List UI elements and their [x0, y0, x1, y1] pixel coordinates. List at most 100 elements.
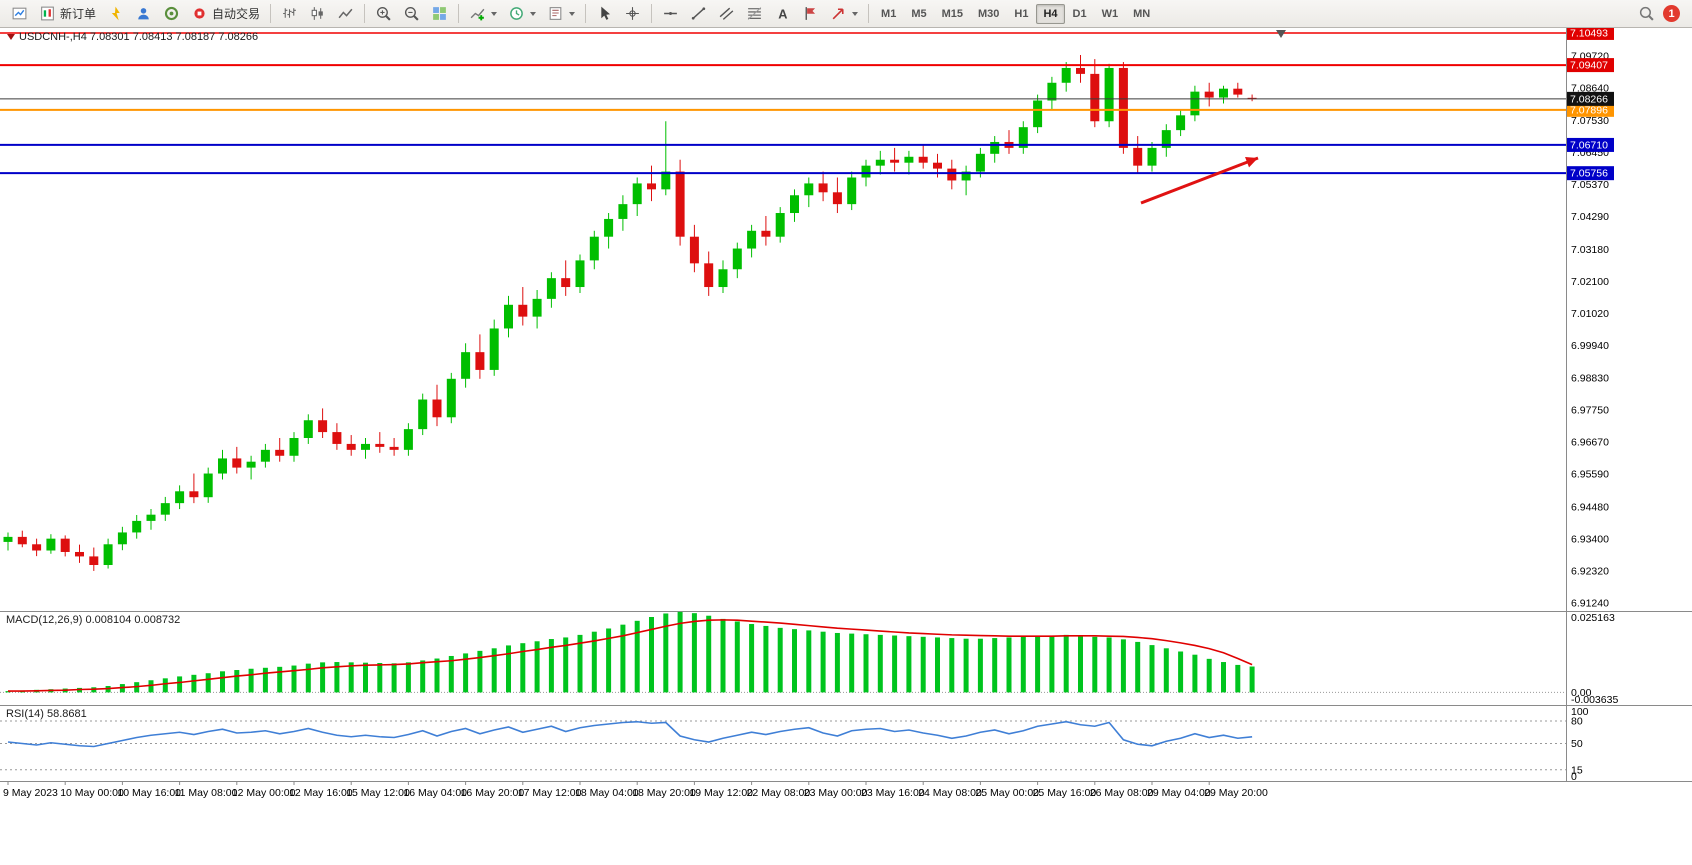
price-chart[interactable]: 7.097207.086407.075307.064507.053707.042…	[0, 28, 1692, 865]
bar-chart-icon	[283, 8, 296, 18]
svg-text:7.10493: 7.10493	[1570, 28, 1608, 39]
text-icon: A	[778, 6, 787, 21]
new-order-label: 新订单	[60, 7, 97, 21]
svg-text:7.07530: 7.07530	[1571, 115, 1609, 127]
toolbar-separator	[458, 4, 460, 23]
horizontal-line-icon	[664, 12, 677, 15]
templates-button[interactable]	[542, 3, 580, 25]
svg-text:23 May 00:00: 23 May 00:00	[804, 787, 868, 799]
svg-text:6.99940: 6.99940	[1571, 340, 1609, 352]
timeframe-w1-button[interactable]: W1	[1095, 4, 1126, 24]
svg-text:7.01020: 7.01020	[1571, 308, 1609, 320]
macd-indicator-header: MACD(12,26,9) 0.008104 0.008732	[6, 614, 180, 626]
crosshair-button[interactable]	[619, 3, 646, 25]
timeframe-m15-button[interactable]: M15	[935, 4, 970, 24]
timeframe-m5-button[interactable]: M5	[904, 4, 933, 24]
timeframe-d1-button[interactable]: D1	[1066, 4, 1094, 24]
arrow-shape-icon	[832, 8, 844, 20]
svg-text:25 May 16:00: 25 May 16:00	[1033, 787, 1097, 799]
svg-text:7.03180: 7.03180	[1571, 244, 1609, 256]
notification-badge[interactable]: 1	[1663, 5, 1680, 22]
timeframe-group: M1 M5 M15 M30 H1 H4 D1 W1 MN	[874, 3, 1157, 24]
label-tool-button[interactable]	[797, 3, 824, 25]
auto-trading-icon	[194, 8, 205, 19]
cursor-button[interactable]	[591, 3, 618, 25]
zoom-in-button[interactable]	[370, 3, 397, 25]
svg-text:12 May 16:00: 12 May 16:00	[289, 787, 353, 799]
svg-text:50: 50	[1571, 738, 1583, 750]
cursor-icon	[601, 6, 611, 20]
timeframe-mn-button[interactable]: MN	[1126, 4, 1157, 24]
svg-text:6.92320: 6.92320	[1571, 565, 1609, 577]
svg-text:9 May 2023: 9 May 2023	[3, 787, 58, 799]
zoom-in-icon	[376, 6, 391, 21]
tile-windows-icon	[433, 7, 446, 20]
indicators-button[interactable]	[464, 3, 502, 25]
svg-text:18 May 04:00: 18 May 04:00	[575, 787, 639, 799]
svg-text:22 May 08:00: 22 May 08:00	[747, 787, 811, 799]
svg-text:23 May 16:00: 23 May 16:00	[861, 787, 925, 799]
svg-text:7.07896: 7.07896	[1570, 104, 1608, 116]
trendline-tool-button[interactable]	[685, 3, 712, 25]
chevron-down-icon	[530, 11, 537, 16]
candlestick-icon	[311, 7, 323, 20]
toolbar-separator	[364, 4, 366, 23]
person-icon	[138, 8, 149, 20]
periods-button[interactable]	[503, 3, 541, 25]
text-tool-button[interactable]: A	[769, 3, 796, 25]
auto-trading-button[interactable]: 自动交易	[186, 3, 265, 25]
svg-text:100: 100	[1571, 706, 1589, 718]
svg-text:7.05756: 7.05756	[1570, 168, 1608, 180]
line-chart-mode-button[interactable]	[332, 3, 359, 25]
new-order-button[interactable]: 新订单	[34, 3, 101, 25]
svg-text:15: 15	[1571, 764, 1583, 776]
community-button[interactable]	[130, 3, 157, 25]
new-chart-button[interactable]	[6, 3, 33, 25]
mql-editor-icon	[111, 6, 120, 21]
svg-text:6.96670: 6.96670	[1571, 437, 1609, 449]
bar-chart-mode-button[interactable]	[276, 3, 303, 25]
search-icon	[1639, 6, 1654, 21]
svg-text:6.95590: 6.95590	[1571, 469, 1609, 481]
shapes-dropdown-button[interactable]	[825, 3, 863, 25]
toolbar-separator	[270, 4, 272, 23]
svg-text:10 May 00:00: 10 May 00:00	[60, 787, 124, 799]
svg-text:7.08266: 7.08266	[1570, 93, 1608, 105]
svg-text:6.97750: 6.97750	[1571, 405, 1609, 417]
zoom-out-button[interactable]	[398, 3, 425, 25]
timeframe-h4-button[interactable]: H4	[1036, 3, 1065, 24]
chevron-down-icon	[852, 11, 859, 16]
svg-text:0.025163: 0.025163	[1571, 612, 1615, 624]
ohlc-readout: USDCNH-,H4 7.08301 7.08413 7.08187 7.082…	[19, 31, 259, 43]
indicators-icon	[470, 8, 485, 21]
svg-text:15 May 12:00: 15 May 12:00	[346, 787, 410, 799]
svg-text:16 May 04:00: 16 May 04:00	[403, 787, 467, 799]
candlestick-mode-button[interactable]	[304, 3, 331, 25]
mql-editor-button[interactable]	[102, 3, 129, 25]
rsi-indicator-header: RSI(14) 58.8681	[6, 708, 87, 720]
svg-text:7.06710: 7.06710	[1570, 139, 1608, 151]
new-chart-icon	[12, 7, 27, 20]
svg-text:7.05370: 7.05370	[1571, 179, 1609, 191]
trendline-icon	[691, 7, 706, 20]
clock-icon	[510, 7, 523, 20]
toolbar-separator	[651, 4, 653, 23]
svg-text:80: 80	[1571, 716, 1583, 728]
auto-trading-label: 自动交易	[212, 7, 261, 21]
timeframe-m1-button[interactable]: M1	[874, 4, 903, 24]
toolbar-separator	[585, 4, 587, 23]
tile-windows-button[interactable]	[426, 3, 453, 25]
svg-text:6.94480: 6.94480	[1571, 501, 1609, 513]
svg-text:7.04290: 7.04290	[1571, 211, 1609, 223]
svg-text:6.91240: 6.91240	[1571, 597, 1609, 609]
svg-text:26 May 08:00: 26 May 08:00	[1090, 787, 1154, 799]
horizontal-line-tool-button[interactable]	[657, 3, 684, 25]
svg-text:-0.003635: -0.003635	[1571, 694, 1618, 706]
support-button[interactable]	[158, 3, 185, 25]
fibonacci-tool-button[interactable]	[741, 3, 768, 25]
timeframe-m30-button[interactable]: M30	[971, 4, 1006, 24]
svg-text:6.98830: 6.98830	[1571, 373, 1609, 385]
timeframe-h1-button[interactable]: H1	[1007, 4, 1035, 24]
channel-tool-button[interactable]	[713, 3, 740, 25]
search-button[interactable]	[1633, 3, 1660, 25]
